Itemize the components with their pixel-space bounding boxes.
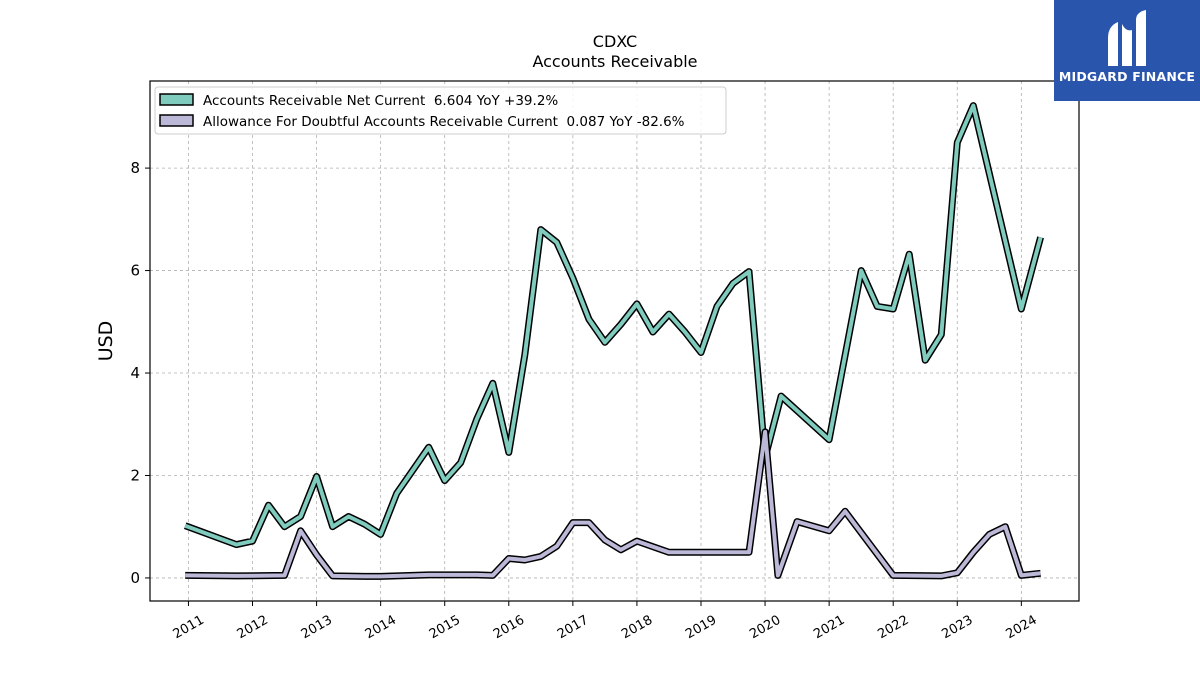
chart-subtitle: Accounts Receivable xyxy=(532,52,697,71)
plot-frame xyxy=(149,80,1080,602)
x-tick-label: 2011 xyxy=(171,613,207,643)
series-layer xyxy=(183,102,1044,580)
series-line-0 xyxy=(184,103,1043,547)
x-tick-label: 2021 xyxy=(811,613,847,643)
logo-text: MIDGARD FINANCE xyxy=(1058,69,1196,84)
x-tick-label: 2017 xyxy=(555,613,591,643)
series-line-outline-1 xyxy=(185,428,1041,580)
chart-title: CDXC xyxy=(593,32,637,51)
x-tick-label: 2020 xyxy=(747,613,783,643)
x-tick-label: 2012 xyxy=(235,613,271,643)
grid xyxy=(150,81,1079,601)
legend-swatch-ar-net xyxy=(159,93,194,106)
legend-swatch-allowance xyxy=(159,114,194,127)
y-axis-label: USD xyxy=(95,321,117,362)
series-line-1 xyxy=(185,429,1041,579)
legend: Accounts Receivable Net Current 6.604 Yo… xyxy=(154,86,727,135)
x-tick-label: 2018 xyxy=(619,613,655,643)
x-tick-label: 2019 xyxy=(683,613,719,643)
x-tick-label: 2016 xyxy=(491,613,527,643)
y-tick-label: 2 xyxy=(130,466,140,484)
y-tick-label: 8 xyxy=(130,159,140,177)
y-tick-label: 6 xyxy=(130,262,140,280)
series-line-outline-0 xyxy=(183,102,1044,549)
logo-mark-icon xyxy=(1108,10,1146,66)
y-tick-label: 4 xyxy=(130,364,140,382)
x-tick-label: 2022 xyxy=(875,613,911,643)
x-axis: 2011 2012 2013 2014 2015 2016 2017 2018 2019 2020… xyxy=(171,601,1040,642)
midgard-finance-logo: MIDGARD FINANCE xyxy=(1054,0,1200,101)
x-tick-label: 2024 xyxy=(1004,613,1040,643)
x-tick-label: 2023 xyxy=(939,613,975,643)
x-tick-label: 2013 xyxy=(299,613,335,643)
legend-frame xyxy=(154,86,727,135)
x-tick-label: 2014 xyxy=(363,613,399,643)
legend-label-allowance: Allowance For Doubtful Accounts Receivab… xyxy=(203,114,685,130)
x-tick-label: 2015 xyxy=(427,613,463,643)
y-axis: 0 2 4 6 8 xyxy=(130,159,150,587)
legend-label-ar-net: Accounts Receivable Net Current 6.604 Yo… xyxy=(203,93,558,109)
y-tick-label: 0 xyxy=(130,569,140,587)
